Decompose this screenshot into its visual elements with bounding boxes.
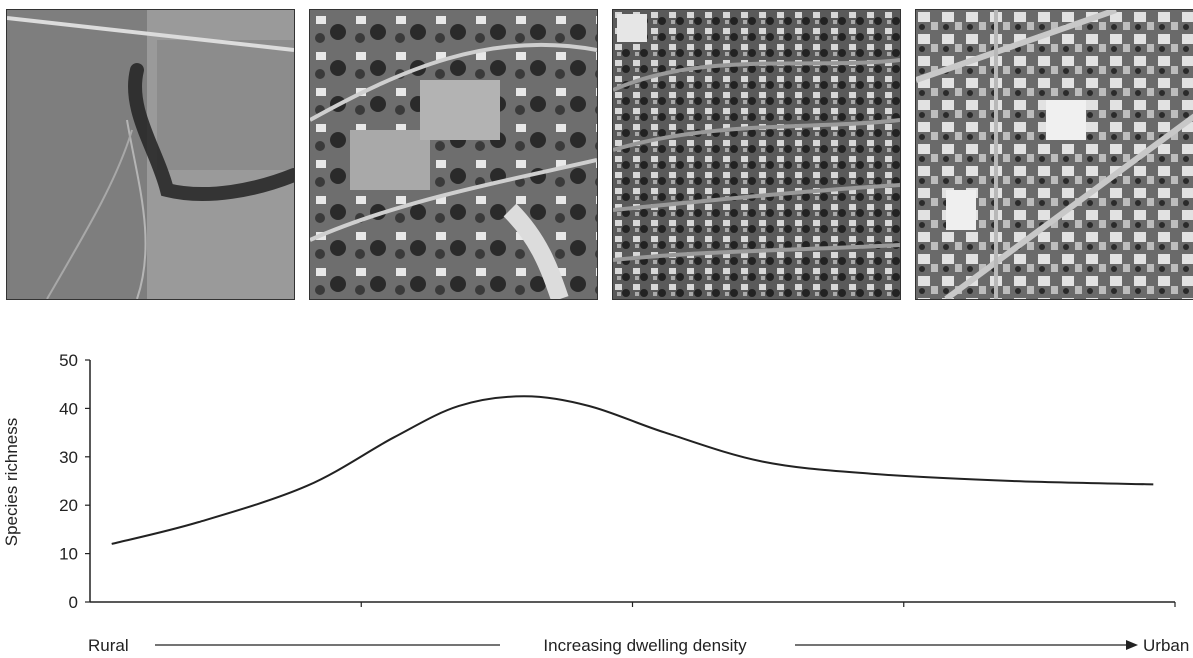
aerial-photo-icon — [916, 10, 1193, 299]
series-group — [111, 395, 1154, 545]
aerial-photo-urban — [915, 9, 1193, 300]
y-tick-label: 0 — [69, 593, 78, 612]
species-richness-line — [111, 395, 1154, 545]
arrow-right-icon — [1126, 640, 1138, 650]
x-axis-left-label: Rural — [88, 636, 129, 655]
y-tick-label: 40 — [59, 399, 78, 418]
x-axis-caption: Rural Increasing dwelling density Urban — [88, 636, 1189, 655]
y-tick-label: 50 — [59, 351, 78, 370]
x-axis-ticks — [360, 602, 1176, 607]
aerial-photo-icon — [7, 10, 294, 299]
aerial-photo-icon — [310, 10, 597, 299]
y-axis-label: Species richness — [2, 418, 21, 547]
x-axis-center-label: Increasing dwelling density — [543, 636, 747, 655]
y-tick-label: 20 — [59, 496, 78, 515]
aerial-photo-icon — [613, 10, 900, 299]
aerial-photo-rural — [6, 9, 295, 300]
species-richness-chart: 0 10 20 30 40 50 Species richness Rural Incre… — [2, 351, 1189, 655]
y-tick-label: 10 — [59, 545, 78, 564]
y-tick-label: 30 — [59, 448, 78, 467]
aerial-photo-suburban — [612, 9, 901, 300]
y-axis-ticks: 0 10 20 30 40 50 — [59, 351, 90, 612]
x-axis-right-label: Urban — [1143, 636, 1189, 655]
aerial-photo-low-density — [309, 9, 598, 300]
